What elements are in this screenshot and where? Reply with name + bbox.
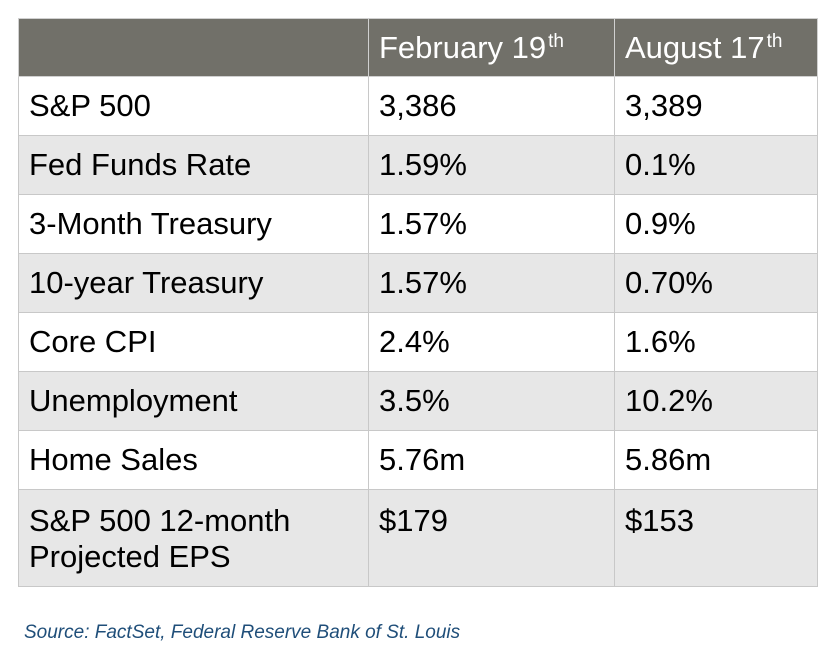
row-label: Fed Funds Rate <box>18 135 369 195</box>
row-label: Core CPI <box>18 312 369 372</box>
header-metric <box>18 18 369 77</box>
table-row: Home Sales 5.76m 5.86m <box>18 430 818 490</box>
table-row: Fed Funds Rate 1.59% 0.1% <box>18 135 818 195</box>
august-value: 5.86m <box>614 430 818 490</box>
header-february-text: February 19 <box>379 29 547 65</box>
august-value: 10.2% <box>614 371 818 431</box>
february-value: 3,386 <box>368 76 615 136</box>
table-row: Unemployment 3.5% 10.2% <box>18 371 818 431</box>
table-row: S&P 500 12-month Projected EPS $179 $153 <box>18 489 818 587</box>
february-value: 2.4% <box>368 312 615 372</box>
august-value: 3,389 <box>614 76 818 136</box>
row-label: 3-Month Treasury <box>18 194 369 254</box>
table-row: Core CPI 2.4% 1.6% <box>18 312 818 372</box>
february-value: 3.5% <box>368 371 615 431</box>
table-body: S&P 500 3,386 3,389 Fed Funds Rate 1.59%… <box>18 76 818 587</box>
row-label: Home Sales <box>18 430 369 490</box>
august-value: 0.70% <box>614 253 818 313</box>
august-value: 1.6% <box>614 312 818 372</box>
row-label: S&P 500 12-month Projected EPS <box>18 489 369 587</box>
table-row: 3-Month Treasury 1.57% 0.9% <box>18 194 818 254</box>
february-value: $179 <box>368 489 615 587</box>
row-label-line-1: S&P 500 12-month <box>29 503 291 538</box>
source-note: Source: FactSet, Federal Reserve Bank of… <box>24 622 461 643</box>
row-label: Unemployment <box>18 371 369 431</box>
august-value: $153 <box>614 489 818 587</box>
february-value: 1.59% <box>368 135 615 195</box>
row-label: S&P 500 <box>18 76 369 136</box>
row-label-line-2: Projected EPS <box>29 539 231 574</box>
row-label: 10-year Treasury <box>18 253 369 313</box>
header-august-suffix: th <box>766 30 783 52</box>
table-row: S&P 500 3,386 3,389 <box>18 76 818 136</box>
february-value: 1.57% <box>368 253 615 313</box>
header-february-suffix: th <box>548 30 564 52</box>
table-row: 10-year Treasury 1.57% 0.70% <box>18 253 818 313</box>
header-august-text: August 17 <box>625 29 765 65</box>
august-value: 0.1% <box>614 135 818 195</box>
february-value: 1.57% <box>368 194 615 254</box>
february-value: 5.76m <box>368 430 615 490</box>
august-value: 0.9% <box>614 194 818 254</box>
